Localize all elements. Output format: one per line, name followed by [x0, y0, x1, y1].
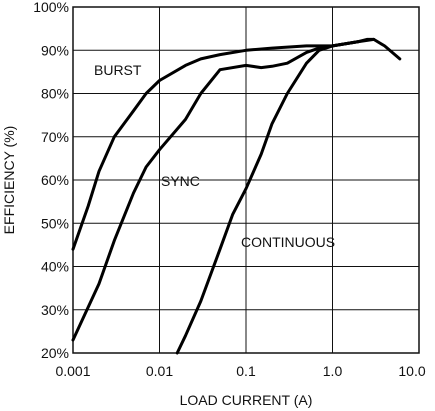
y-tick-label: 70% — [41, 129, 69, 145]
x-tick-label: 0.01 — [146, 363, 173, 379]
grid — [72, 6, 420, 354]
plot-frame — [72, 6, 420, 354]
y-axis-label: EFFICIENCY (%) — [1, 126, 17, 235]
series-label-burst: BURST — [94, 62, 142, 78]
continuous-curve — [175, 40, 360, 355]
x-axis-label: LOAD CURRENT (A) — [180, 392, 313, 408]
y-tick-label: 30% — [41, 302, 69, 318]
y-tick-label: 100% — [33, 0, 69, 15]
y-tick-label: 60% — [41, 172, 69, 188]
curves — [71, 37, 402, 355]
series-label-continuous: CONTINUOUS — [241, 234, 335, 250]
x-tick-label: 10.0 — [398, 363, 425, 379]
x-tick-label: 0.1 — [236, 363, 256, 379]
x-tick-label: 0.001 — [55, 363, 90, 379]
x-tick-label: 1.0 — [323, 363, 343, 379]
sync-curve — [71, 37, 376, 342]
y-tick-label: 40% — [41, 259, 69, 275]
y-tick-label: 90% — [41, 42, 69, 58]
y-tick-label: 20% — [41, 345, 69, 361]
y-tick-label: 50% — [41, 215, 69, 231]
series-label-sync: SYNC — [161, 173, 200, 189]
y-tick-labels: 20% 30% 40% 50% 60% 70% 80% 90% 100% — [33, 0, 69, 361]
y-tick-label: 80% — [41, 86, 69, 102]
x-tick-labels: 0.001 0.01 0.1 1.0 10.0 — [55, 363, 425, 379]
